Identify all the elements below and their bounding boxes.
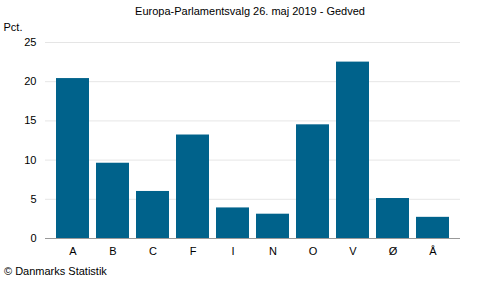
html-text:Europa-Parlamentsvalg 26. maj: Europa-Parlamentsvalg 26. maj 2019 - Ged… <box>135 5 365 17</box>
svg-text:V: V <box>349 245 357 257</box>
svg-text:15: 15 <box>24 114 36 126</box>
svg-text:0: 0 <box>30 232 36 244</box>
svg-text:F: F <box>190 245 197 257</box>
svg-text:Pct.: Pct. <box>4 21 23 33</box>
svg-text:Å: Å <box>429 245 437 257</box>
svg-text:O: O <box>309 245 318 257</box>
svg-text:25: 25 <box>24 36 36 48</box>
svg-text:5: 5 <box>30 193 36 205</box>
svg-text:A: A <box>69 245 77 257</box>
svg-text:Ø: Ø <box>389 245 398 257</box>
svg-text:N: N <box>269 245 277 257</box>
svg-text:C: C <box>149 245 157 257</box>
svg-text:I: I <box>231 245 234 257</box>
svg-text:20: 20 <box>24 75 36 87</box>
svg-text:10: 10 <box>24 154 36 166</box>
svg-text:B: B <box>109 245 116 257</box>
html-text:© Danmarks Statistik: © Danmarks Statistik <box>4 265 107 277</box>
